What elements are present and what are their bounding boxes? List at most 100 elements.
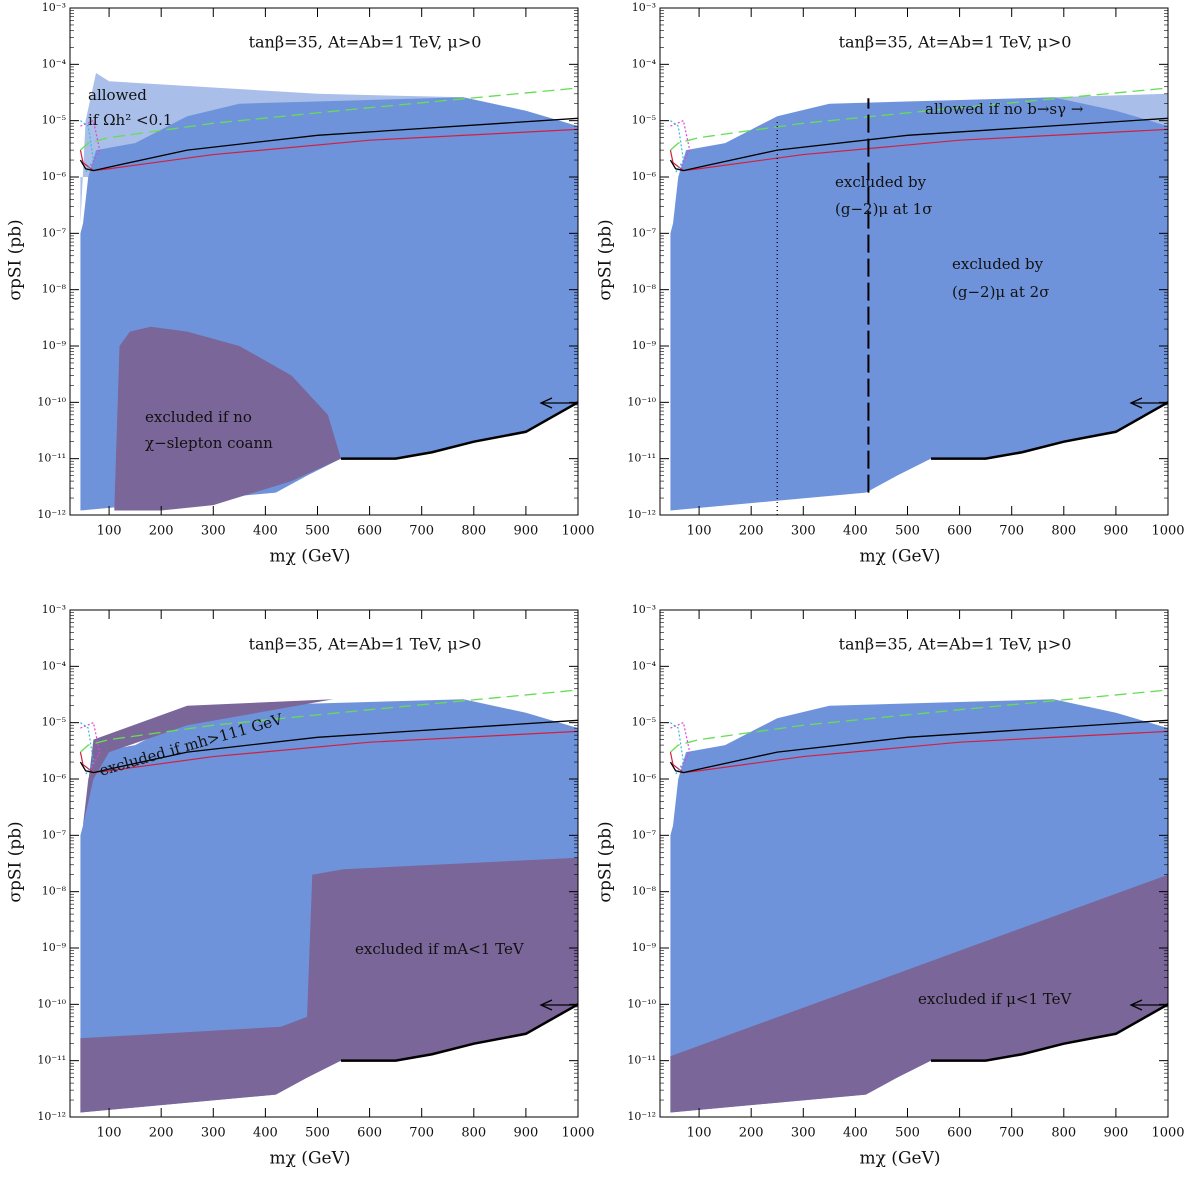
plot <box>79 689 578 1113</box>
x-axis-label: mχ (GeV) <box>269 1149 350 1169</box>
x-tick-label: 400 <box>253 1126 278 1141</box>
y-axis-label: σpSI (pb) <box>6 821 26 902</box>
annotation: excluded if no <box>145 408 252 426</box>
y-tick-label: 10⁻³ <box>42 1 66 14</box>
arrow-head <box>539 999 553 1011</box>
curve <box>670 721 691 770</box>
region <box>670 97 1168 511</box>
x-tick-label: 100 <box>97 1126 122 1141</box>
y-tick-label: 10⁻⁴ <box>42 57 67 70</box>
y-tick-label: 10⁻⁸ <box>42 885 67 898</box>
curve <box>340 401 578 460</box>
x-tick-label: 200 <box>739 1126 764 1141</box>
curve <box>79 719 578 774</box>
y-tick-label: 10⁻¹¹ <box>627 452 656 465</box>
curve <box>340 1003 578 1062</box>
panel: 10⁻¹² 10⁻¹¹ 10⁻¹⁰ 10⁻⁹ 10⁻⁸ 10⁻⁷ 10⁻⁶ 10⁻⁵ 10⁻⁴ 1… <box>6 1 595 567</box>
y-tick-label: 10⁻¹¹ <box>37 1054 66 1067</box>
y-tick-label: 10⁻¹² <box>627 1110 656 1123</box>
y-tick-label: 10⁻⁹ <box>632 339 657 352</box>
curve <box>80 119 101 168</box>
x-tick-label: 200 <box>149 524 174 539</box>
y-tick-label: 10⁻⁹ <box>632 941 657 954</box>
panel: 10⁻¹² 10⁻¹¹ 10⁻¹⁰ 10⁻⁹ 10⁻⁸ 10⁻⁷ 10⁻⁶ 10⁻⁵ 10⁻⁴ 1… <box>596 603 1185 1169</box>
y-tick-label: 10⁻³ <box>632 1 656 14</box>
x-tick-label: 300 <box>791 524 816 539</box>
x-tick-label: 900 <box>513 1126 538 1141</box>
y-tick-label: 10⁻¹⁰ <box>37 997 66 1010</box>
x-tick-label: 900 <box>513 524 538 539</box>
x-tick-label: 700 <box>999 524 1024 539</box>
curve <box>669 128 1168 172</box>
x-tick-label: 500 <box>895 524 920 539</box>
y-axis-label: σpSI (pb) <box>6 219 26 300</box>
curve <box>930 401 1168 460</box>
x-tick-label: 400 <box>843 524 868 539</box>
frame <box>69 7 579 516</box>
arrow-head <box>539 397 553 409</box>
y-tick-label: 10⁻¹² <box>37 508 66 521</box>
x-tick-label: 200 <box>149 1126 174 1141</box>
x-tick-label: 900 <box>1103 524 1128 539</box>
y-tick-label: 10⁻⁶ <box>42 772 67 785</box>
region <box>114 326 341 511</box>
y-tick-label: 10⁻⁷ <box>632 828 657 841</box>
plot <box>669 689 1168 1113</box>
y-tick-label: 10⁻⁴ <box>632 57 657 70</box>
x-tick-label: 300 <box>791 1126 816 1141</box>
x-axis-label: mχ (GeV) <box>859 1149 940 1169</box>
annotation: χ−slepton coann <box>145 434 273 452</box>
region <box>80 857 578 1113</box>
y-tick-label: 10⁻⁴ <box>632 659 657 672</box>
y-tick-label: 10⁻¹⁰ <box>627 997 656 1010</box>
curve <box>670 119 691 168</box>
chart-title: tanβ=35, At=Ab=1 TeV, μ>0 <box>249 33 482 52</box>
x-tick-label: 700 <box>999 1126 1024 1141</box>
plot <box>669 87 1168 515</box>
x-tick-label: 800 <box>461 1126 486 1141</box>
annotation: excluded by <box>835 173 927 191</box>
y-tick-label: 10⁻³ <box>632 603 656 616</box>
annotation: (g−2)μ at 1σ <box>835 200 932 218</box>
y-tick-label: 10⁻¹² <box>37 1110 66 1123</box>
annotation: excluded if μ<1 TeV <box>918 990 1073 1008</box>
x-tick-label: 1000 <box>561 524 594 539</box>
x-tick-label: 500 <box>305 524 330 539</box>
curve <box>80 722 95 775</box>
panel: 10⁻¹² 10⁻¹¹ 10⁻¹⁰ 10⁻⁹ 10⁻⁸ 10⁻⁷ 10⁻⁶ 10⁻⁵ 10⁻⁴ 1… <box>6 603 595 1169</box>
y-tick-label: 10⁻⁷ <box>42 828 67 841</box>
curve <box>669 117 1168 172</box>
x-axis-label: mχ (GeV) <box>859 547 940 567</box>
x-tick-label: 500 <box>305 1126 330 1141</box>
arrow-head <box>1129 397 1143 409</box>
y-tick-label: 10⁻⁶ <box>632 170 657 183</box>
y-tick-label: 10⁻¹¹ <box>627 1054 656 1067</box>
panel: 10⁻¹² 10⁻¹¹ 10⁻¹⁰ 10⁻⁹ 10⁻⁸ 10⁻⁷ 10⁻⁶ 10⁻⁵ 10⁻⁴ 1… <box>596 1 1185 567</box>
x-tick-label: 100 <box>687 524 712 539</box>
y-tick-label: 10⁻³ <box>42 603 66 616</box>
x-tick-label: 600 <box>357 524 382 539</box>
x-tick-label: 100 <box>687 1126 712 1141</box>
frame <box>69 609 579 1118</box>
annotation: (g−2)μ at 2σ <box>952 283 1049 301</box>
x-tick-label: 500 <box>895 1126 920 1141</box>
region <box>83 699 334 826</box>
y-tick-label: 10⁻⁵ <box>632 114 656 127</box>
annotation: excluded by <box>952 255 1044 273</box>
curve <box>669 87 1168 151</box>
frame <box>659 7 1169 516</box>
y-tick-label: 10⁻⁸ <box>42 283 67 296</box>
y-tick-label: 10⁻⁶ <box>632 772 657 785</box>
y-tick-label: 10⁻⁷ <box>42 226 67 239</box>
x-tick-label: 300 <box>201 524 226 539</box>
chart-title: tanβ=35, At=Ab=1 TeV, μ>0 <box>839 33 1072 52</box>
y-tick-label: 10⁻⁹ <box>42 339 67 352</box>
x-tick-label: 800 <box>1051 524 1076 539</box>
chart-title: tanβ=35, At=Ab=1 TeV, μ>0 <box>839 635 1072 654</box>
frame <box>659 609 1169 1118</box>
curve <box>669 689 1168 753</box>
arrow-head <box>1129 999 1143 1011</box>
curve <box>79 87 578 151</box>
annotation: allowed if no b→sγ → <box>925 100 1084 118</box>
